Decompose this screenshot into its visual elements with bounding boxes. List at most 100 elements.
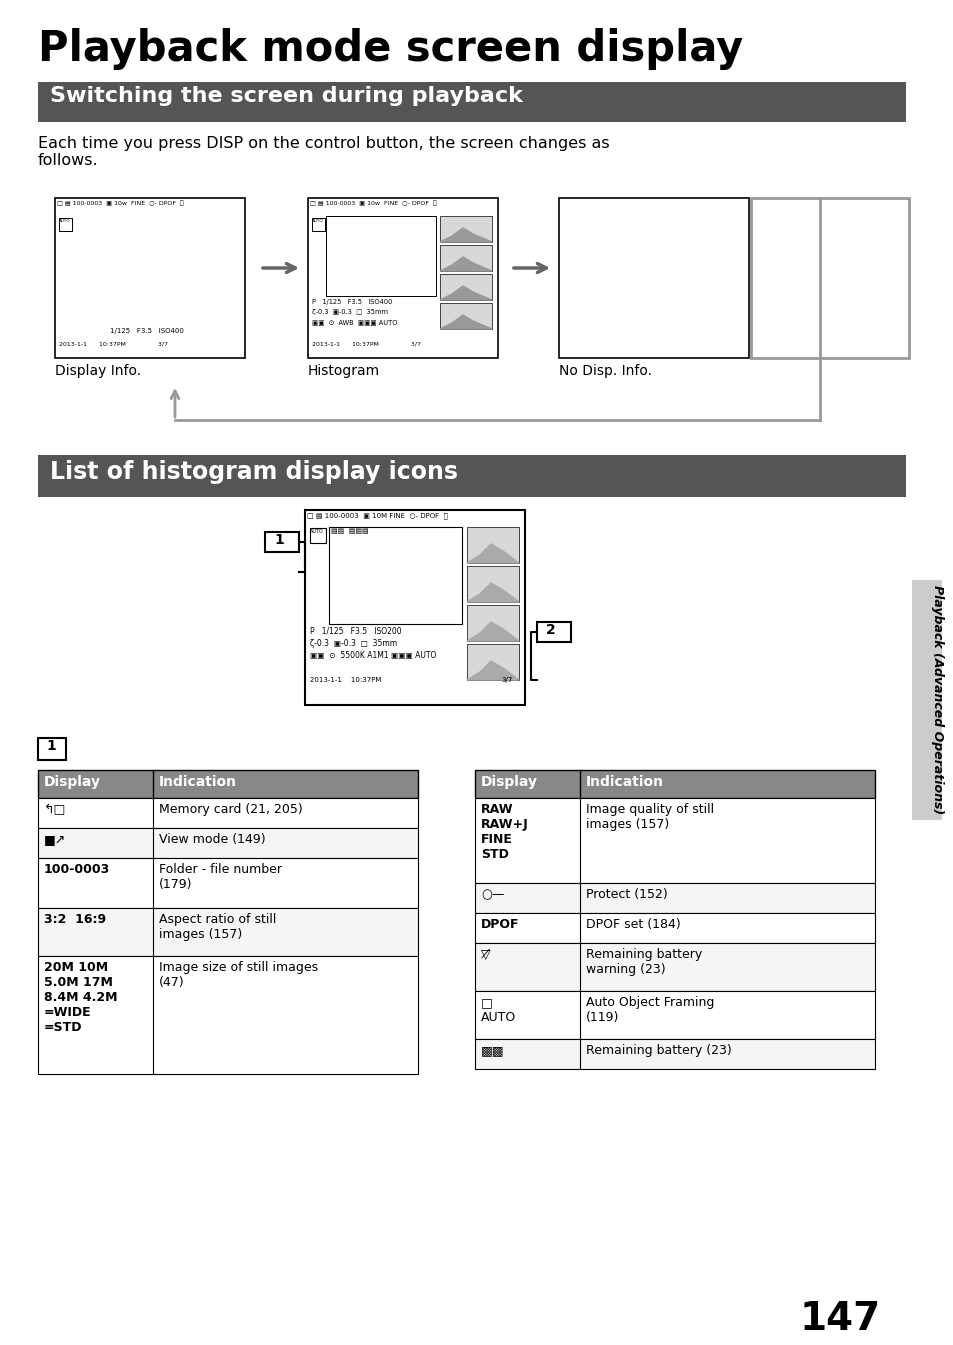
Polygon shape <box>439 315 492 330</box>
Text: □
AUTO: □ AUTO <box>480 997 516 1024</box>
Bar <box>475 798 874 884</box>
Text: Auto Object Framing
(119): Auto Object Framing (119) <box>585 997 714 1024</box>
Polygon shape <box>467 543 518 564</box>
Bar <box>38 82 905 122</box>
Polygon shape <box>467 660 518 681</box>
Text: DPOF: DPOF <box>480 919 519 931</box>
Text: AUTO: AUTO <box>312 219 323 223</box>
Polygon shape <box>467 582 518 603</box>
Polygon shape <box>439 257 492 270</box>
Bar <box>537 621 571 642</box>
Bar <box>439 217 492 242</box>
Text: 100-0003: 100-0003 <box>44 863 111 876</box>
Text: 3/7: 3/7 <box>500 677 512 683</box>
Text: P   1/125   F3.5   ISO200: P 1/125 F3.5 ISO200 <box>310 627 401 636</box>
Text: ▽̸: ▽̸ <box>480 948 490 960</box>
Text: Display: Display <box>480 775 537 790</box>
Text: Folder - file number
(179): Folder - file number (179) <box>159 863 282 890</box>
Bar <box>439 303 492 330</box>
Text: P   1/125   F3.5   ISO400: P 1/125 F3.5 ISO400 <box>312 299 392 305</box>
Bar <box>38 829 417 858</box>
Bar <box>38 769 417 798</box>
Text: RAW
RAW+J
FINE
STD: RAW RAW+J FINE STD <box>480 803 528 861</box>
Text: 2013-1-1    10:37PM: 2013-1-1 10:37PM <box>310 677 381 683</box>
Bar <box>265 533 298 551</box>
Text: ▩▩: ▩▩ <box>480 1044 504 1057</box>
Text: Image size of still images
(47): Image size of still images (47) <box>159 960 317 989</box>
Bar <box>467 605 518 642</box>
Text: Protect (152): Protect (152) <box>585 888 667 901</box>
Text: □ ▤ 100-0003  ▣ 10M FINE  ○- DPOF  ⎕: □ ▤ 100-0003 ▣ 10M FINE ○- DPOF ⎕ <box>307 512 447 519</box>
Text: No Disp. Info.: No Disp. Info. <box>558 364 651 378</box>
Text: 2013-1-1      10:37PM                3/7: 2013-1-1 10:37PM 3/7 <box>59 342 168 346</box>
Polygon shape <box>467 621 518 642</box>
Bar <box>475 884 874 913</box>
Bar <box>308 198 497 358</box>
Bar <box>38 455 905 498</box>
Text: List of histogram display icons: List of histogram display icons <box>50 460 457 484</box>
Polygon shape <box>439 229 492 242</box>
Text: Aspect ratio of still
images (157): Aspect ratio of still images (157) <box>159 913 276 942</box>
Text: Remaining battery
warning (23): Remaining battery warning (23) <box>585 948 701 976</box>
Text: ▣▣  ⊙  5500K A1M1 ▣▣▣ AUTO: ▣▣ ⊙ 5500K A1M1 ▣▣▣ AUTO <box>310 651 436 660</box>
Bar <box>38 858 417 908</box>
Bar <box>467 566 518 603</box>
Text: 20M 10M
5.0M 17M
8.4M 4.2M
=WIDE
=STD: 20M 10M 5.0M 17M 8.4M 4.2M =WIDE =STD <box>44 960 117 1034</box>
Bar <box>329 527 461 624</box>
Text: Each time you press DISP on the control button, the screen changes as
follows.: Each time you press DISP on the control … <box>38 136 609 168</box>
Text: 3:2  16:9: 3:2 16:9 <box>44 913 106 925</box>
Bar <box>38 956 417 1075</box>
Text: 1/125   F3.5   ISO400: 1/125 F3.5 ISO400 <box>110 328 184 334</box>
Bar <box>467 527 518 564</box>
Bar <box>475 943 874 991</box>
Bar <box>38 738 66 760</box>
Bar <box>475 769 874 798</box>
Text: ↰□: ↰□ <box>44 803 66 816</box>
Text: Remaining battery (23): Remaining battery (23) <box>585 1044 731 1057</box>
Bar <box>312 218 325 231</box>
Text: ■↗: ■↗ <box>44 833 66 846</box>
Bar <box>475 1038 874 1069</box>
Text: ▣▣  ⊙  AWB  ▣▣▣ AUTO: ▣▣ ⊙ AWB ▣▣▣ AUTO <box>312 319 397 325</box>
Bar <box>467 644 518 681</box>
Text: Image quality of still
images (157): Image quality of still images (157) <box>585 803 714 831</box>
Polygon shape <box>439 286 492 300</box>
Text: Histogram: Histogram <box>308 364 379 378</box>
Bar <box>558 198 748 358</box>
Text: Memory card (21, 205): Memory card (21, 205) <box>159 803 302 816</box>
Text: ζ-0.3  ▣-0.3  □  35mm: ζ-0.3 ▣-0.3 □ 35mm <box>310 639 396 648</box>
Text: Playback (Advanced Operations): Playback (Advanced Operations) <box>930 585 943 815</box>
Text: □ ▤ 100-0003  ▣ 10w  FINE  ○- DPOF  ⎕: □ ▤ 100-0003 ▣ 10w FINE ○- DPOF ⎕ <box>57 200 184 206</box>
Bar <box>305 510 524 705</box>
Bar <box>38 908 417 956</box>
Text: □ ▤ 100-0003  ▣ 10w  FINE  ○- DPOF  ⎕: □ ▤ 100-0003 ▣ 10w FINE ○- DPOF ⎕ <box>310 200 436 206</box>
Text: 147: 147 <box>800 1301 881 1338</box>
Bar <box>911 580 941 820</box>
Text: Indication: Indication <box>159 775 236 790</box>
Bar <box>475 991 874 1038</box>
Bar <box>439 245 492 270</box>
Text: 1: 1 <box>274 533 283 547</box>
Text: Playback mode screen display: Playback mode screen display <box>38 28 742 70</box>
Text: View mode (149): View mode (149) <box>159 833 265 846</box>
Bar <box>38 798 417 829</box>
Text: AUTO: AUTO <box>310 529 323 534</box>
Text: Indication: Indication <box>585 775 663 790</box>
Text: 2013-1-1      10:37PM                3/7: 2013-1-1 10:37PM 3/7 <box>312 342 420 346</box>
Bar <box>55 198 245 358</box>
Text: Display: Display <box>44 775 101 790</box>
Bar <box>310 529 326 543</box>
Text: ▤▤  ▤▤▤: ▤▤ ▤▤▤ <box>331 529 368 534</box>
Bar <box>475 913 874 943</box>
Bar <box>59 218 71 231</box>
Text: DPOF set (184): DPOF set (184) <box>585 919 680 931</box>
Text: Switching the screen during playback: Switching the screen during playback <box>50 86 522 106</box>
Text: 2: 2 <box>545 623 556 638</box>
Text: ζ-0.3  ▣-0.3  □  35mm: ζ-0.3 ▣-0.3 □ 35mm <box>312 309 388 315</box>
Text: AUTO: AUTO <box>59 219 71 223</box>
Text: 1: 1 <box>46 738 55 753</box>
Bar <box>750 198 908 358</box>
Text: Display Info.: Display Info. <box>55 364 141 378</box>
Text: ○—: ○— <box>480 888 504 901</box>
Bar <box>439 274 492 300</box>
